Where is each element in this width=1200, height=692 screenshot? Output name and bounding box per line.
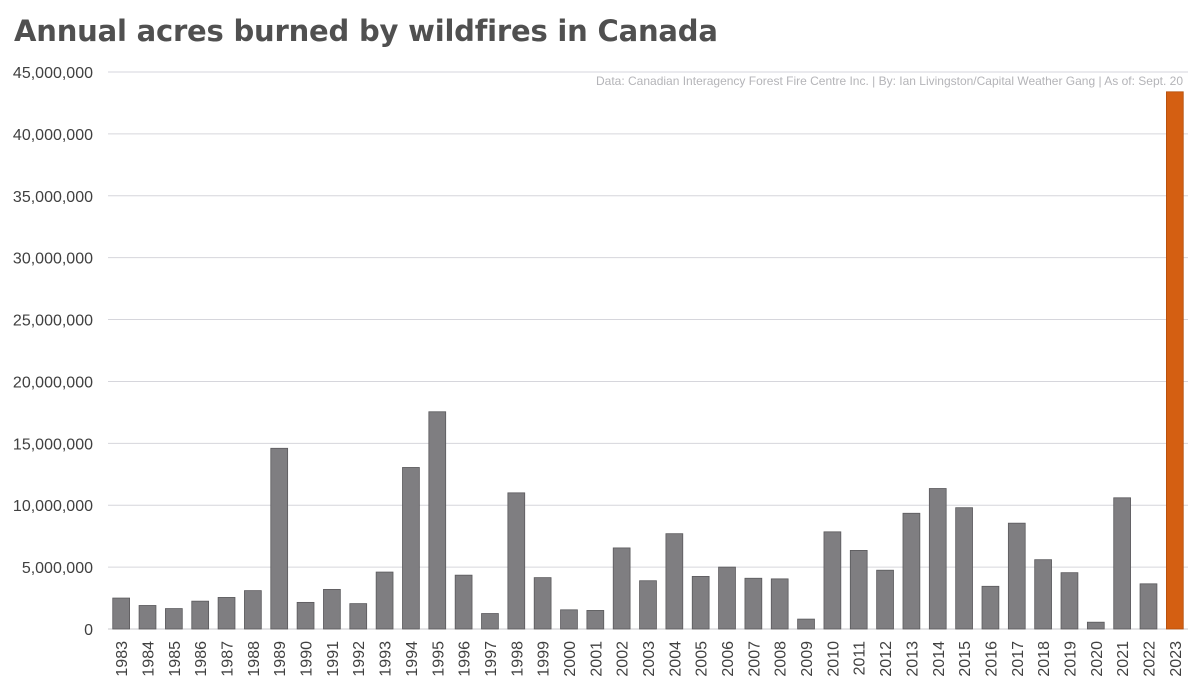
x-tick-label: 1995 [430, 641, 447, 677]
bar-1996 [454, 574, 473, 630]
source-note: Data: Canadian Interagency Forest Fire C… [596, 74, 1183, 88]
x-tick-label: 1989 [272, 641, 289, 677]
bar-1988 [244, 590, 262, 630]
y-tick-label: 0 [84, 622, 93, 639]
x-tick-label: 2012 [878, 641, 895, 677]
y-tick-label: 15,000,000 [13, 436, 93, 453]
bar-2013 [902, 512, 921, 630]
bar-2017 [1007, 522, 1026, 630]
x-tick-label: 2006 [720, 641, 737, 677]
x-tick-label: 1996 [457, 641, 474, 677]
bar-1991 [323, 588, 341, 630]
x-tick-label: 1984 [141, 641, 158, 677]
bar-2006 [718, 566, 736, 630]
bar-2011 [849, 550, 868, 630]
y-tick-label: 5,000,000 [22, 560, 93, 577]
y-tick-label: 20,000,000 [13, 374, 93, 391]
bar-1998 [507, 492, 526, 630]
bar-1994 [402, 467, 420, 630]
x-tick-label: 1999 [536, 641, 553, 677]
x-tick-label: 2010 [825, 641, 842, 677]
bar-1987 [217, 597, 236, 630]
bar-2016 [981, 585, 1000, 630]
x-tick-label: 1988 [246, 641, 263, 677]
y-tick-label: 25,000,000 [13, 313, 93, 330]
y-tick-label: 30,000,000 [13, 251, 93, 268]
bar-1999 [533, 577, 552, 630]
y-axis-tick-labels: 0 5,000,000 10,000,000 15,000,000 20,000,000… [13, 65, 93, 639]
bar-1986 [191, 600, 210, 630]
bar-2010 [823, 531, 842, 630]
chart-title: Annual acres burned by wildfires in Cana… [14, 14, 718, 48]
x-tick-label: 2004 [667, 641, 684, 677]
bar-2022 [1139, 583, 1158, 630]
gridlines [108, 71, 1188, 630]
x-tick-label: 1990 [299, 641, 316, 677]
x-tick-label: 2011 [852, 641, 869, 676]
bar-1997 [481, 613, 499, 630]
bar-1990 [296, 601, 315, 630]
bar-2014 [928, 488, 947, 630]
x-tick-label: 2009 [799, 641, 816, 677]
bar-2019 [1060, 572, 1079, 630]
bar-2001 [586, 610, 605, 630]
x-tick-label: 2008 [773, 641, 790, 677]
bar-2007 [744, 577, 763, 630]
x-tick-label: 2014 [931, 641, 948, 677]
bar-2021 [1113, 497, 1131, 630]
bar-2002 [612, 547, 631, 630]
x-tick-label: 2003 [641, 641, 658, 677]
x-tick-label: 2001 [588, 641, 605, 677]
x-tick-label: 1993 [378, 641, 395, 677]
bar-2018 [1034, 559, 1052, 630]
x-tick-label: 2000 [562, 641, 579, 677]
bar-2020 [1086, 621, 1105, 630]
x-tick-label: 2022 [1141, 641, 1158, 677]
x-tick-label: 2018 [1036, 641, 1053, 677]
x-tick-label: 1991 [325, 641, 342, 677]
x-tick-label: 2005 [694, 641, 711, 677]
bar-2012 [876, 569, 894, 630]
x-tick-label: 1994 [404, 641, 421, 677]
x-tick-label: 1992 [351, 641, 368, 677]
bar-2000 [560, 609, 578, 630]
x-tick-label: 1987 [220, 641, 237, 677]
x-tick-label: 2021 [1115, 641, 1132, 677]
bar-1995 [428, 411, 447, 630]
x-tick-label: 2016 [983, 641, 1000, 677]
bar-2003 [639, 580, 657, 630]
bar-2005 [691, 575, 710, 630]
x-tick-label: 1998 [509, 641, 526, 677]
y-tick-label: 35,000,000 [13, 189, 93, 206]
bars [112, 91, 1184, 630]
bar-1989 [270, 447, 289, 630]
x-tick-label: 2007 [746, 641, 763, 677]
bar-2015 [955, 507, 973, 630]
x-tick-label: 2019 [1062, 641, 1079, 677]
bar-2008 [770, 578, 789, 630]
x-tick-label: 2020 [1089, 641, 1106, 677]
x-tick-label: 2023 [1168, 641, 1185, 677]
x-tick-label: 1985 [167, 641, 184, 677]
x-tick-label: 2017 [1010, 641, 1027, 677]
bar-2009 [797, 618, 815, 630]
x-tick-label: 1997 [483, 641, 500, 677]
x-tick-label: 2013 [904, 641, 921, 677]
y-tick-label: 40,000,000 [13, 127, 93, 144]
bar-1983 [112, 597, 130, 630]
bar-2023 [1166, 91, 1184, 630]
bar-2004 [665, 533, 684, 630]
bar-1993 [375, 571, 394, 630]
bar-1985 [165, 608, 183, 630]
x-tick-label: 2002 [615, 641, 632, 677]
x-tick-label: 1983 [114, 641, 131, 677]
y-tick-label: 45,000,000 [13, 65, 93, 82]
bar-1992 [349, 603, 368, 630]
x-axis-tick-labels: 1983 1984 1985 1986 1987 1988 1989 1990 1991 1992… [114, 641, 1185, 677]
x-tick-label: 1986 [193, 641, 210, 677]
bar-1984 [138, 605, 157, 630]
y-tick-label: 10,000,000 [13, 498, 93, 515]
x-tick-label: 2015 [957, 641, 974, 677]
